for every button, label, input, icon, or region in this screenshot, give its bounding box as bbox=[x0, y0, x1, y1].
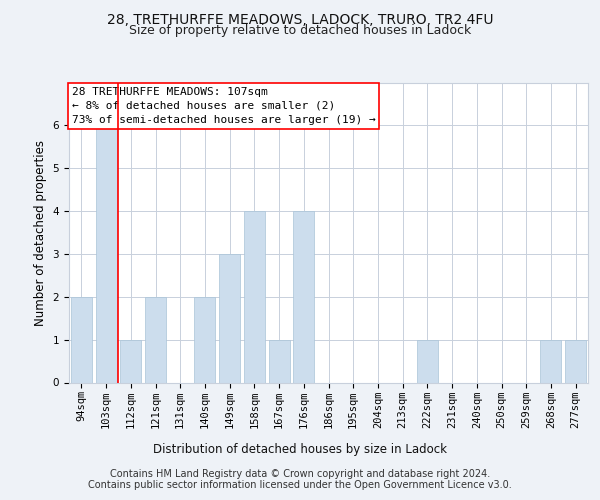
Text: Contains public sector information licensed under the Open Government Licence v3: Contains public sector information licen… bbox=[88, 480, 512, 490]
Bar bbox=[293, 211, 314, 382]
Bar bbox=[565, 340, 586, 382]
Bar bbox=[417, 340, 438, 382]
Text: Distribution of detached houses by size in Ladock: Distribution of detached houses by size … bbox=[153, 442, 447, 456]
Text: 28 TRETHURFFE MEADOWS: 107sqm
← 8% of detached houses are smaller (2)
73% of sem: 28 TRETHURFFE MEADOWS: 107sqm ← 8% of de… bbox=[71, 87, 376, 125]
Y-axis label: Number of detached properties: Number of detached properties bbox=[34, 140, 47, 326]
Bar bbox=[194, 297, 215, 382]
Bar bbox=[541, 340, 562, 382]
Text: Size of property relative to detached houses in Ladock: Size of property relative to detached ho… bbox=[129, 24, 471, 37]
Bar bbox=[71, 297, 92, 382]
Text: 28, TRETHURFFE MEADOWS, LADOCK, TRURO, TR2 4FU: 28, TRETHURFFE MEADOWS, LADOCK, TRURO, T… bbox=[107, 12, 493, 26]
Bar bbox=[95, 126, 116, 382]
Bar bbox=[244, 211, 265, 382]
Text: Contains HM Land Registry data © Crown copyright and database right 2024.: Contains HM Land Registry data © Crown c… bbox=[110, 469, 490, 479]
Bar bbox=[219, 254, 240, 382]
Bar bbox=[145, 297, 166, 382]
Bar bbox=[120, 340, 141, 382]
Bar bbox=[269, 340, 290, 382]
